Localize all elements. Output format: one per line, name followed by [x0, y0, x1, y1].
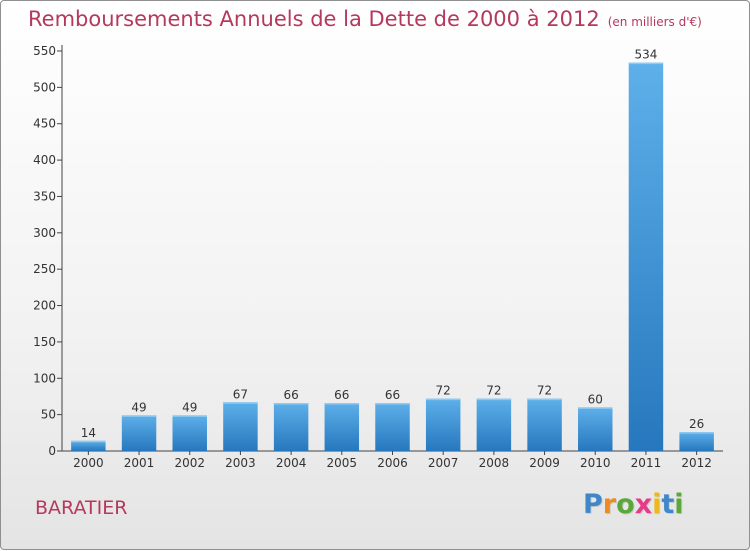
y-tick-label: 250 — [33, 262, 56, 276]
bar-top-highlight — [679, 432, 714, 434]
chart-title: Remboursements Annuels de la Dette de 20… — [28, 7, 702, 31]
x-tick-label: 2007 — [428, 456, 459, 470]
x-tick-label: 2005 — [327, 456, 358, 470]
bar-2008 — [476, 398, 512, 451]
x-tick-label: 2008 — [479, 456, 510, 470]
y-tick-label: 500 — [33, 80, 56, 94]
x-tick-label: 2001 — [124, 456, 155, 470]
value-label-2002: 49 — [182, 400, 197, 414]
value-label-2012: 26 — [689, 417, 704, 431]
value-label-2000: 14 — [81, 426, 96, 440]
bar-2004 — [273, 403, 309, 451]
bar-top-highlight — [71, 440, 106, 443]
y-tick-label: 150 — [33, 335, 56, 349]
value-label-2001: 49 — [131, 400, 146, 414]
y-tick-label: 550 — [33, 44, 56, 58]
x-tick-label: 2006 — [377, 456, 408, 470]
logo-letter: t — [661, 489, 675, 520]
bar-2005 — [324, 403, 360, 451]
bar-top-highlight — [578, 407, 613, 409]
bar-2010 — [578, 407, 613, 451]
bar-top-highlight — [324, 403, 360, 405]
chart-title-text: Remboursements Annuels de la Dette de 20… — [28, 7, 600, 31]
bar-top-highlight — [628, 62, 664, 65]
value-label-2009: 72 — [537, 384, 552, 398]
y-tick-label: 200 — [33, 299, 56, 313]
y-tick-label: 350 — [33, 189, 56, 203]
x-tick-label: 2012 — [681, 456, 712, 470]
logo-letter: i — [674, 489, 684, 520]
y-tick-label: 100 — [33, 371, 56, 385]
value-label-2010: 60 — [588, 392, 603, 406]
bar-2007 — [425, 398, 461, 451]
bar-top-highlight — [425, 398, 461, 401]
x-tick-label: 2004 — [276, 456, 307, 470]
value-label-2007: 72 — [436, 384, 451, 398]
bar-top-highlight — [527, 398, 562, 401]
bar-top-highlight — [223, 402, 258, 404]
bar-top-highlight — [172, 415, 207, 417]
bar-top-highlight — [375, 403, 410, 405]
y-tick-label: 400 — [33, 153, 56, 167]
value-label-2008: 72 — [486, 384, 501, 398]
logo-letter: P — [583, 489, 603, 520]
logo-letter: i — [652, 489, 662, 520]
value-label-2004: 66 — [283, 388, 298, 402]
bar-2001 — [121, 415, 157, 451]
bars — [71, 62, 714, 452]
logo-letter: x — [634, 489, 653, 520]
bar-2009 — [527, 398, 562, 451]
bar-top-highlight — [476, 398, 512, 401]
y-tick-label: 300 — [33, 226, 56, 240]
bar-top-highlight — [273, 403, 309, 405]
labels: 14 2000 49 2001 49 2002 67 2003 66 2004 66 2005 66 20… — [73, 48, 712, 470]
y-tick-label: 450 — [33, 117, 56, 131]
x-tick-label: 2011 — [631, 456, 662, 470]
bar-2011 — [628, 62, 664, 452]
x-tick-label: 2002 — [174, 456, 205, 470]
value-label-2003: 67 — [233, 387, 248, 401]
logo-letter: r — [602, 489, 617, 520]
bar-2006 — [375, 403, 410, 451]
y-tick-label: 50 — [41, 408, 56, 422]
commune-name: BARATIER — [35, 497, 128, 519]
x-tick-label: 2000 — [73, 456, 104, 470]
proxiti-logo: Proxiti — [583, 489, 684, 520]
bar-2002 — [172, 415, 207, 451]
x-tick-label: 2003 — [225, 456, 256, 470]
bar-2003 — [223, 402, 258, 451]
x-tick-label: 2010 — [580, 456, 611, 470]
logo-letter: o — [616, 489, 635, 520]
axes: 0 50 100 150 200 250 300 350 400 450 500 550 — [33, 44, 723, 458]
x-tick-label: 2009 — [529, 456, 560, 470]
value-label-2006: 66 — [385, 388, 400, 402]
bar-2012 — [679, 432, 714, 451]
bar-top-highlight — [121, 415, 157, 417]
bar-2000 — [71, 440, 106, 451]
y-tick-label: 0 — [48, 444, 56, 458]
value-label-2011: 534 — [634, 48, 657, 62]
value-label-2005: 66 — [334, 388, 349, 402]
chart-unit: (en milliers d'€) — [607, 15, 702, 29]
